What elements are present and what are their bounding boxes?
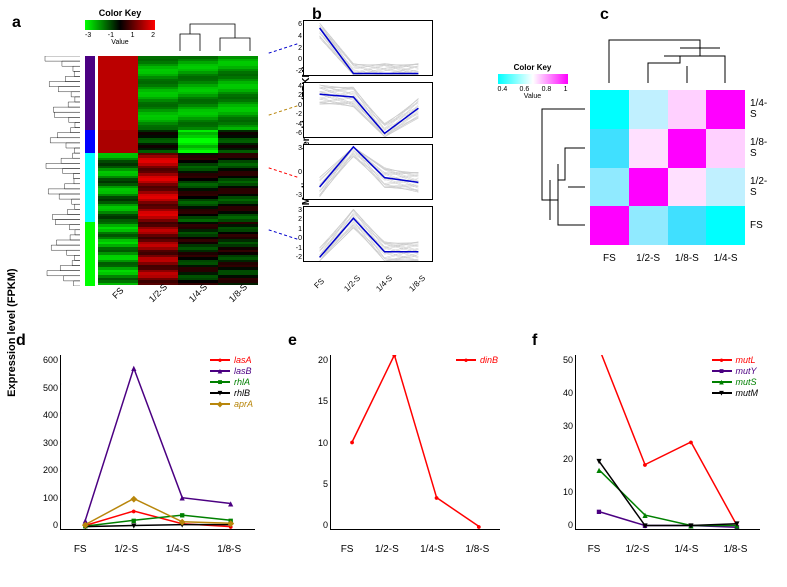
panel-f: 01020304050 ●●●●■■■■▲▲▲▲▼▼▼▼ FS1/2-S1/4-… [535, 340, 770, 570]
x-label: 1/2-S [629, 253, 668, 264]
y-label: FS [750, 206, 770, 245]
svg-text:▲: ▲ [129, 363, 138, 373]
svg-text:▼: ▼ [129, 521, 138, 529]
legend-f: ●mutL■mutY▲mutS▼mutM [712, 355, 759, 399]
svg-text:▲: ▲ [226, 498, 235, 508]
panel-a: Color Key -3 -1 1 2 Value FS 1/2-S 1/4-S… [20, 8, 260, 318]
chart-svg-e: ● ● ● ● [331, 355, 500, 529]
heatmap-body-a [98, 56, 258, 286]
profile-1: 420-2-4-6 [303, 82, 433, 138]
gradient-c [498, 74, 568, 84]
legend-d: ●lasA▲lasB■rhlA▼rhlB◆aprA [210, 355, 253, 410]
panel-e: 05101520 ● ● ● ● FS1/2-S1/4-S1/8-S ●dinB [290, 340, 510, 570]
y-axis-label-d: Expression level (FPKM) [6, 268, 18, 396]
svg-text:▼: ▼ [595, 456, 604, 466]
svg-text:▲: ▲ [178, 493, 187, 503]
svg-text:●: ● [434, 493, 439, 503]
y-ticks-f: 01020304050 [553, 355, 573, 530]
svg-text:▼: ▼ [641, 521, 650, 529]
dendrogram-top-c [590, 28, 745, 83]
panel-b: Median-centered log₂ (FPKM) 6420-2 420-2… [275, 20, 435, 320]
svg-text:●: ● [349, 437, 354, 447]
value-label: Value [80, 39, 160, 46]
tick: -3 [85, 32, 91, 39]
tick: 0.4 [498, 86, 508, 93]
svg-text:●: ● [392, 355, 397, 360]
x-labels-c: FS 1/2-S 1/8-S 1/4-S [590, 253, 745, 264]
gradient-a-ticks: -3 -1 1 2 [85, 32, 155, 39]
y-ticks-d: 0100200300400500600 [38, 355, 58, 530]
y-ticks-e: 05101520 [308, 355, 328, 530]
y-label: 1/4-S [750, 90, 770, 129]
gradient-a [85, 20, 155, 30]
x-ticks-e: FS1/2-S1/4-S1/8-S [330, 544, 500, 555]
profile-2: 30-3 [303, 144, 433, 200]
tick: 1 [131, 32, 135, 39]
legend-e: ●dinB [456, 355, 498, 366]
svg-text:▲: ▲ [641, 510, 650, 520]
svg-text:▼: ▼ [687, 521, 696, 529]
x-label: 1/4-S [706, 253, 745, 264]
y-label: 1/2-S [750, 168, 770, 207]
heatmap-c [590, 90, 745, 245]
svg-text:◆: ◆ [130, 494, 137, 504]
profiles: 6420-2 420-2-4-6 30-3 3210-1-2 FS1/2-S1/… [303, 20, 433, 268]
svg-text:◆: ◆ [82, 520, 89, 529]
dendrogram-top-a [170, 16, 260, 51]
x-label: FS [590, 253, 629, 264]
y-labels-c: 1/4-S 1/8-S 1/2-S FS [750, 90, 770, 245]
tick: -1 [108, 32, 114, 39]
svg-text:●: ● [642, 460, 647, 470]
svg-text:●: ● [688, 437, 693, 447]
svg-text:●: ● [476, 521, 481, 529]
profile-3: 3210-1-2 [303, 206, 433, 262]
colorkey-c-title: Color Key [495, 63, 570, 72]
dendrogram-left-c [530, 90, 585, 245]
colorkey-a: Color Key -3 -1 1 2 Value [80, 8, 160, 48]
panel-c: Color Key 0.4 0.6 0.8 1 Value [460, 8, 770, 318]
tick: 0.6 [520, 86, 530, 93]
svg-text:■: ■ [596, 507, 601, 517]
colorkey-a-title: Color Key [80, 8, 160, 18]
x-labels-a: FS 1/2-S 1/4-S 1/8-S [98, 288, 258, 298]
svg-text:◆: ◆ [179, 517, 186, 527]
y-label: 1/8-S [750, 129, 770, 168]
cluster-bar [85, 56, 95, 286]
dendrogram-left-a [40, 56, 80, 286]
tick: 2 [151, 32, 155, 39]
profile-0: 6420-2 [303, 20, 433, 76]
x-ticks-f: FS1/2-S1/4-S1/8-S [575, 544, 760, 555]
chart-area-e: ● ● ● ● [330, 355, 500, 530]
panel-d: Expression level (FPKM) 0100200300400500… [20, 340, 265, 570]
x-label: 1/8-S [668, 253, 707, 264]
svg-text:◆: ◆ [227, 518, 234, 528]
svg-text:▼: ▼ [733, 519, 742, 529]
x-ticks-d: FS1/2-S1/4-S1/8-S [60, 544, 255, 555]
